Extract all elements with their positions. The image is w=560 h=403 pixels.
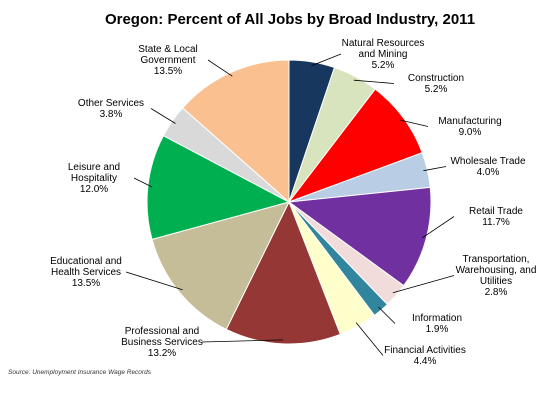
slice-labels: Natural Resources and Mining 5.2%Construct… — [50, 38, 536, 367]
pie-slice — [181, 59, 290, 204]
pie-slice — [287, 186, 432, 287]
slice-value: 5.2% — [372, 60, 395, 71]
slice-name: Business Services — [121, 337, 203, 348]
slice-label: Educational and Health Services 13.5% — [50, 256, 122, 289]
slice-name: Retail Trade — [469, 206, 523, 217]
slice-label: Leisure and Hospitality 12.0% — [68, 162, 120, 195]
slice-name: Health Services — [51, 267, 121, 278]
slice-name: Construction — [408, 73, 464, 84]
chart-title: Oregon: Percent of All Jobs by Broad Ind… — [105, 11, 475, 28]
leader-line — [207, 59, 233, 77]
slice-name: Professional and — [125, 326, 200, 337]
slice-name: State & Local — [138, 44, 197, 55]
slice-label: Other Services 3.8% — [78, 98, 144, 120]
slice-label: Construction 5.2% — [408, 73, 464, 95]
leader-line — [399, 119, 429, 127]
pie-slice — [287, 88, 423, 204]
slice-name: Educational and — [50, 256, 122, 267]
slice-name: Transportation, — [463, 254, 530, 265]
leader-line — [378, 306, 396, 324]
slice-label: Retail Trade 11.7% — [469, 206, 523, 228]
leader-line — [392, 275, 455, 294]
slice-name: Warehousing, and — [456, 265, 537, 276]
slice-name: Natural Resources — [342, 38, 425, 49]
leader-line — [421, 216, 455, 239]
leader-line — [201, 339, 283, 343]
leader-line — [133, 177, 152, 188]
source-note: Source: Unemployment Insurance Wage Reco… — [8, 369, 152, 376]
leader-line — [353, 79, 395, 84]
slice-name: Utilities — [480, 276, 512, 287]
slice-name: Information — [412, 313, 462, 324]
slice-label: Professional and Business Services 13.2% — [121, 326, 203, 359]
slice-label: State & Local Government 13.5% — [138, 44, 197, 77]
slice-value: 1.9% — [426, 324, 449, 335]
slice-name: Other Services — [78, 98, 144, 109]
pie-slice — [146, 135, 291, 241]
leader-line — [355, 322, 384, 356]
leader-line — [311, 53, 342, 67]
slice-name: Leisure and — [68, 162, 120, 173]
pie-slice — [225, 200, 341, 345]
slice-label: Transportation, Warehousing, and Utilities… — [456, 254, 537, 298]
slice-name: Hospitality — [71, 173, 117, 184]
slice-value: 13.5% — [154, 66, 182, 77]
pie-slices — [146, 59, 432, 345]
leader-line — [125, 271, 183, 291]
slice-value: 4.4% — [414, 356, 437, 367]
leader-line — [423, 166, 447, 172]
slice-value: 2.8% — [485, 287, 508, 298]
slice-name: and Mining — [359, 49, 408, 60]
slice-name: Financial Activities — [384, 345, 466, 356]
slice-label: Wholesale Trade 4.0% — [450, 156, 525, 178]
slice-value: 3.8% — [100, 109, 123, 120]
leader-line — [150, 108, 176, 124]
slice-name: Government — [140, 55, 195, 66]
pie-slice — [151, 201, 290, 331]
slice-label: Information 1.9% — [412, 313, 462, 335]
slice-value: 5.2% — [425, 84, 448, 95]
slice-label: Financial Activities 4.4% — [384, 345, 466, 367]
slice-value: 12.0% — [80, 184, 108, 195]
slice-label: Manufacturing 9.0% — [438, 116, 501, 138]
slice-label: Natural Resources and Mining 5.2% — [342, 38, 425, 71]
slice-value: 11.7% — [482, 217, 510, 228]
slice-value: 13.5% — [72, 278, 100, 289]
slice-name: Wholesale Trade — [450, 156, 525, 167]
slice-value: 13.2% — [148, 348, 176, 359]
label-leader-lines — [125, 53, 455, 356]
slice-name: Manufacturing — [438, 116, 501, 127]
slice-value: 9.0% — [459, 127, 482, 138]
slice-value: 4.0% — [477, 167, 500, 178]
